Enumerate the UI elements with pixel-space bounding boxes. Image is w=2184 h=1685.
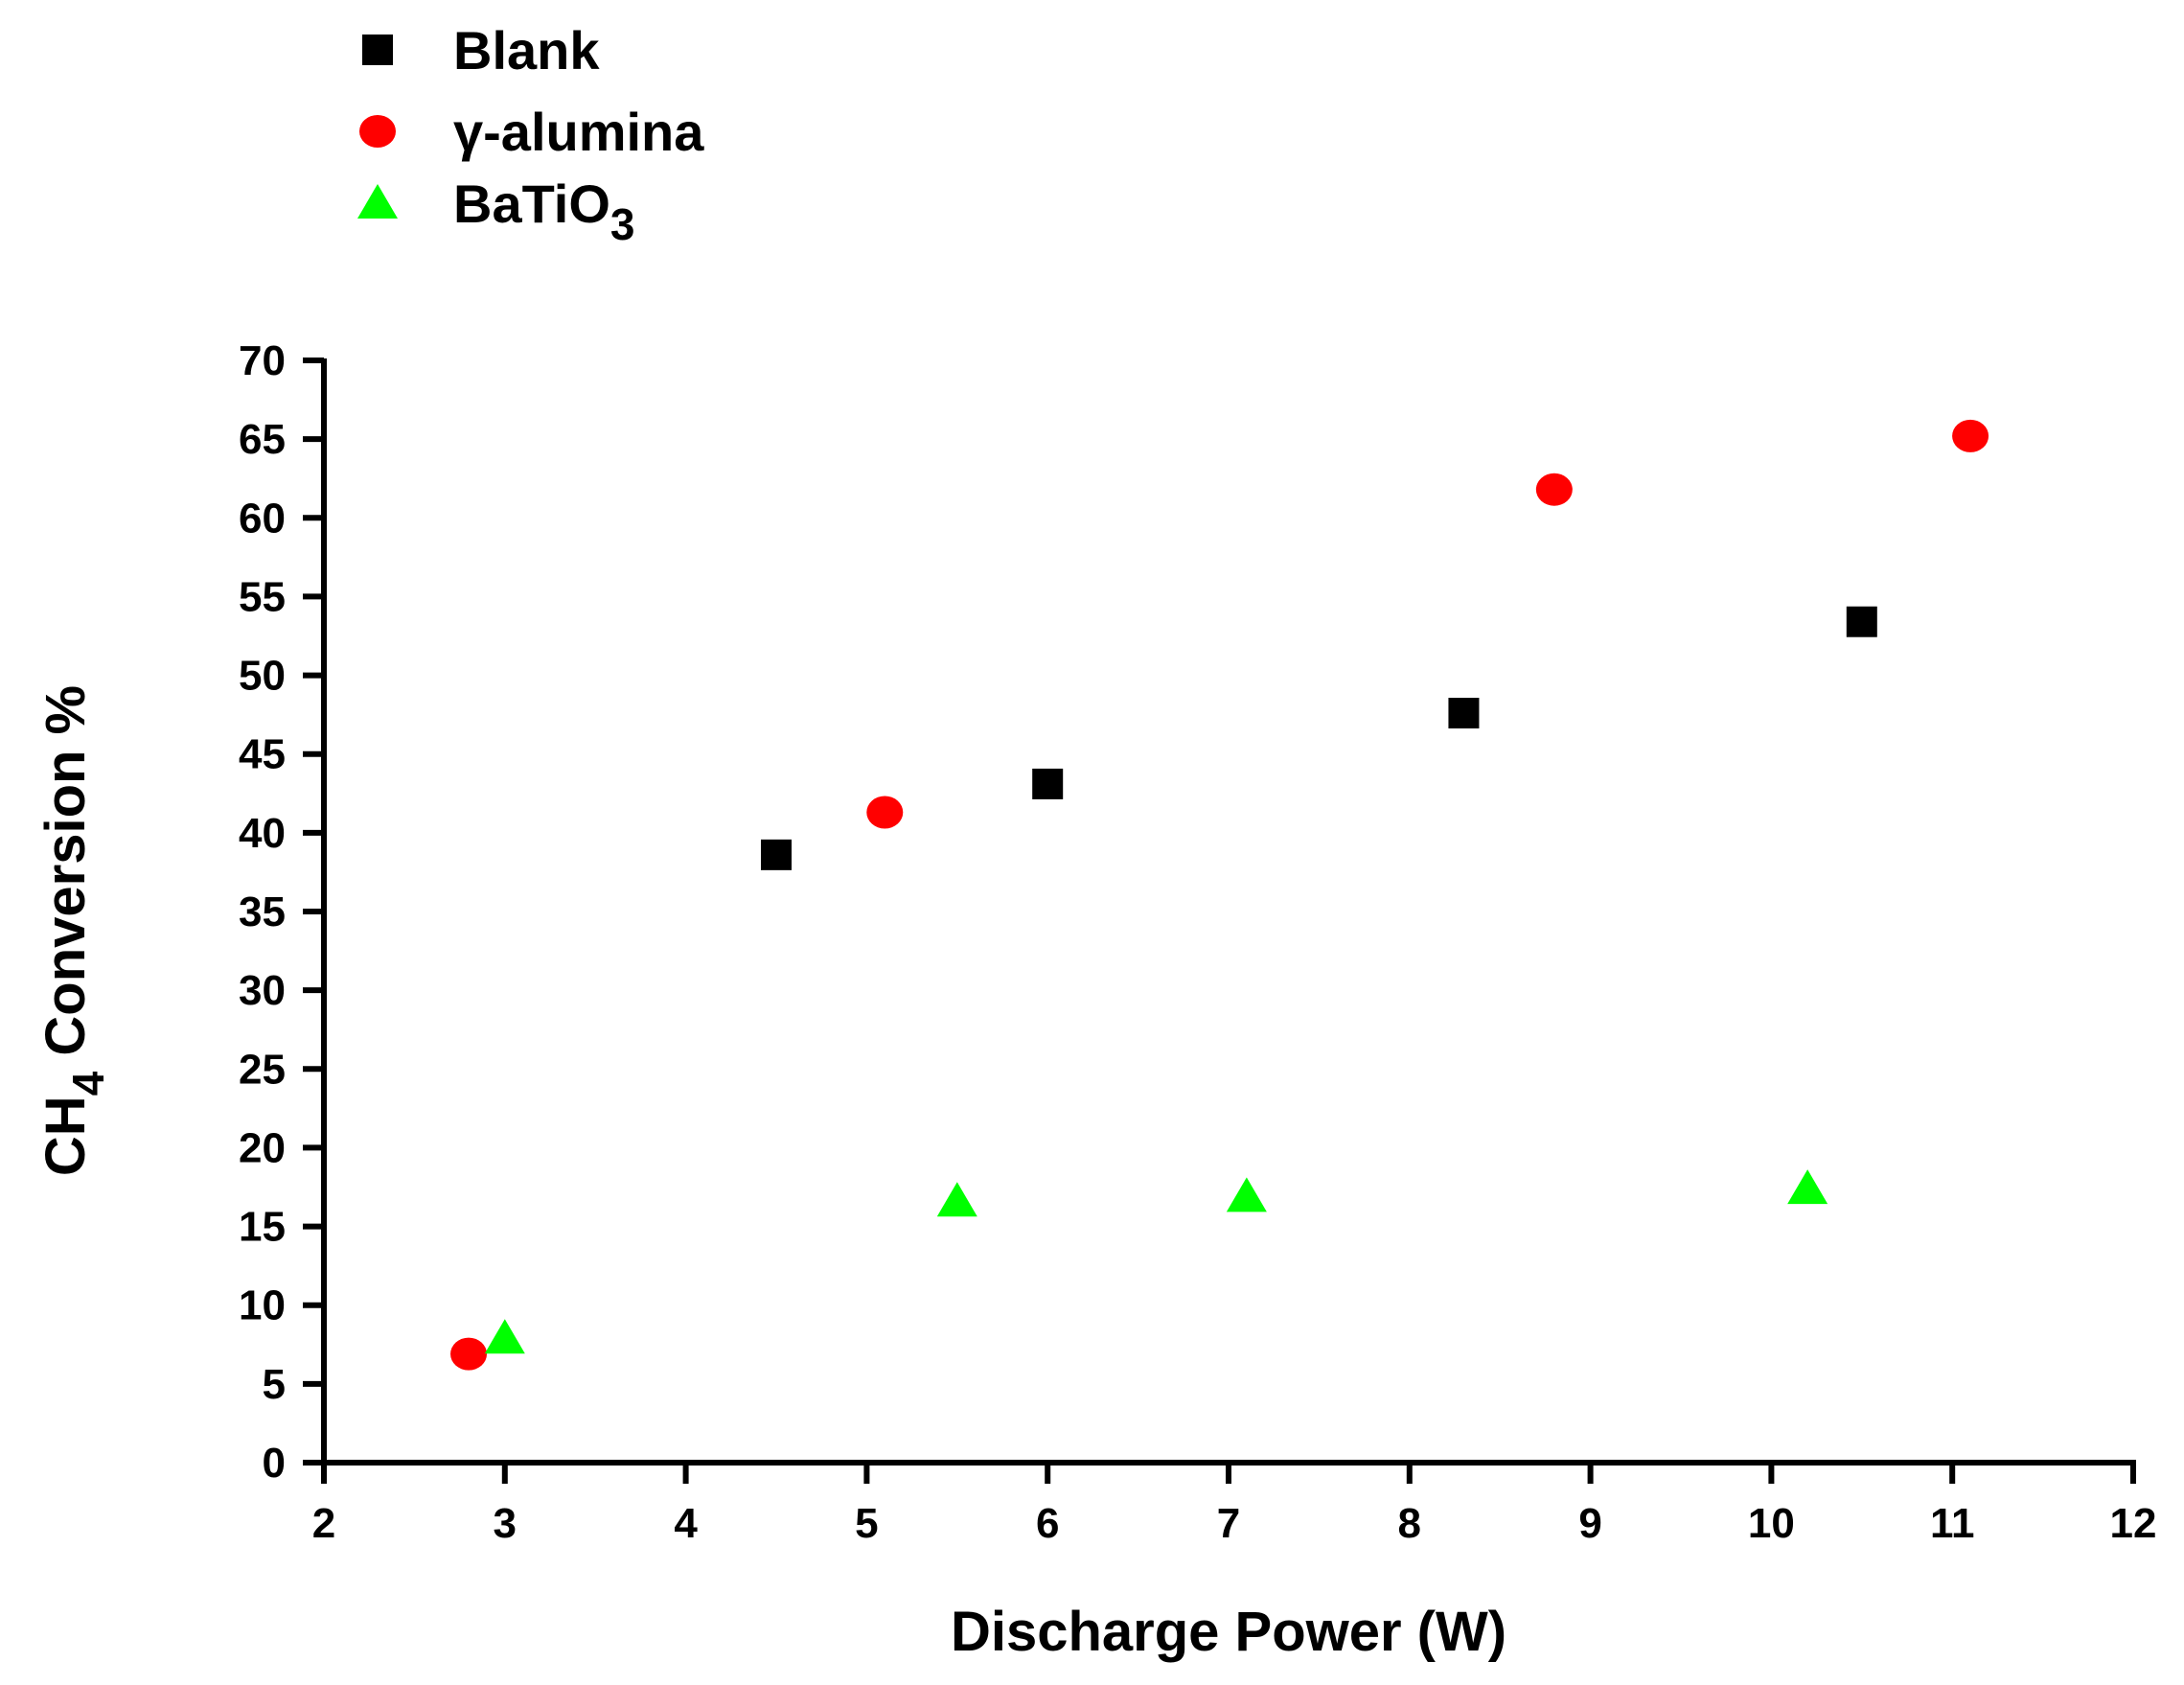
y-tick-label: 20 bbox=[239, 1124, 286, 1171]
x-tick-label: 3 bbox=[494, 1500, 517, 1547]
x-tick-label: 10 bbox=[1748, 1500, 1795, 1547]
legend-label: BaTiO3 bbox=[453, 173, 635, 249]
x-tick-label: 8 bbox=[1398, 1500, 1421, 1547]
data-point-square bbox=[1032, 768, 1064, 799]
data-point-circle bbox=[1535, 473, 1573, 506]
legend-marker-circle bbox=[359, 115, 396, 148]
data-point-square bbox=[761, 839, 792, 870]
data-point-circle bbox=[450, 1337, 488, 1371]
legend-label: γ-alumina bbox=[453, 102, 704, 162]
y-tick-label: 25 bbox=[239, 1046, 286, 1093]
x-axis-title: Discharge Power (W) bbox=[951, 1601, 1506, 1663]
data-point-square bbox=[1846, 606, 1877, 637]
data-point-triangle bbox=[484, 1319, 525, 1354]
data-point-triangle bbox=[1226, 1177, 1267, 1212]
ticks: 2 3 4 5 6 7 8 9 10 11 1205101520253035404550556065… bbox=[239, 337, 2156, 1547]
data-points bbox=[450, 419, 1989, 1371]
legend-label: Blank bbox=[453, 20, 600, 81]
y-tick-label: 50 bbox=[239, 653, 286, 700]
x-tick-label: 5 bbox=[855, 1500, 878, 1547]
data-point-circle bbox=[866, 796, 904, 829]
axes bbox=[321, 358, 2136, 1466]
axis-titles: Discharge Power (W) CH4 Conversion % bbox=[34, 685, 1506, 1663]
x-tick-label: 2 bbox=[312, 1500, 335, 1547]
y-tick-label: 35 bbox=[239, 889, 286, 935]
y-tick-label: 15 bbox=[239, 1204, 286, 1251]
data-point-circle bbox=[1952, 419, 1989, 452]
y-tick-label: 30 bbox=[239, 967, 286, 1014]
x-tick-label: 9 bbox=[1578, 1500, 1601, 1547]
x-tick-label: 11 bbox=[1930, 1500, 1975, 1547]
legend-marker-triangle bbox=[357, 184, 398, 219]
y-tick-label: 65 bbox=[239, 416, 286, 463]
y-tick-label: 60 bbox=[239, 495, 286, 542]
data-point-triangle bbox=[936, 1182, 977, 1217]
y-tick-label: 70 bbox=[239, 337, 286, 384]
legend: Blank γ-alumina BaTiO3 bbox=[357, 20, 704, 249]
x-tick-label: 12 bbox=[2110, 1500, 2157, 1547]
y-tick-label: 45 bbox=[239, 731, 286, 778]
y-tick-label: 10 bbox=[239, 1282, 286, 1329]
y-axis-title: CH4 Conversion % bbox=[34, 685, 113, 1176]
y-tick-label: 55 bbox=[239, 573, 286, 620]
data-point-square bbox=[1448, 698, 1480, 728]
x-tick-label: 6 bbox=[1036, 1500, 1059, 1547]
data-point-triangle bbox=[1787, 1169, 1828, 1205]
y-tick-label: 0 bbox=[263, 1440, 286, 1487]
x-tick-label: 4 bbox=[674, 1500, 698, 1547]
legend-marker-square bbox=[362, 35, 393, 65]
x-tick-label: 7 bbox=[1217, 1500, 1240, 1547]
y-tick-label: 40 bbox=[239, 810, 286, 857]
y-tick-label: 5 bbox=[263, 1361, 286, 1408]
